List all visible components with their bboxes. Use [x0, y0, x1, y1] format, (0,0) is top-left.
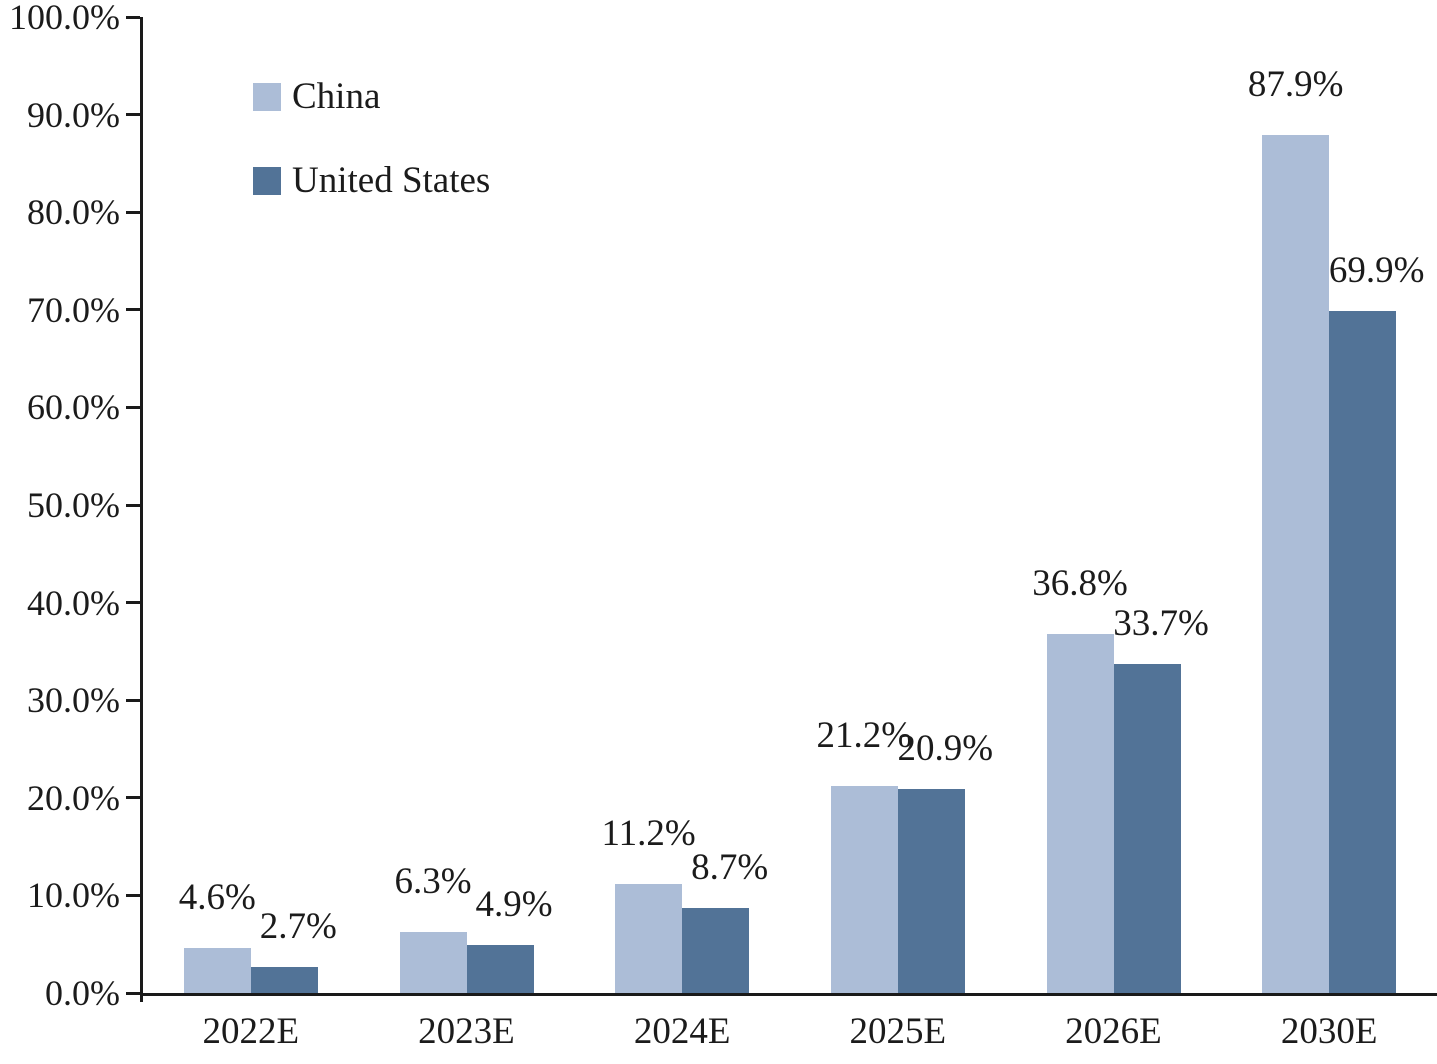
- y-tick-label: 40.0%: [27, 582, 120, 623]
- x-tick-label-2030e: 2030E: [1280, 1011, 1378, 1052]
- legend-label-china: China: [292, 76, 381, 117]
- axis-corner: [140, 993, 143, 1002]
- y-tick-label: 90.0%: [27, 94, 120, 135]
- legend-item-china: China: [253, 77, 490, 117]
- data-label-united-states-2025e: 20.9%: [897, 728, 994, 770]
- y-axis-tick-mark: [126, 503, 140, 507]
- data-label-united-states-2024e: 8.7%: [691, 847, 769, 889]
- y-tick-label: 30.0%: [27, 680, 120, 721]
- y-tick-label: 50.0%: [27, 485, 120, 525]
- data-label-united-states-2022e: 2.7%: [259, 905, 337, 947]
- y-axis-tick-mark: [126, 698, 140, 702]
- y-axis-tick-mark: [126, 15, 140, 19]
- data-label-united-states-2023e: 4.9%: [475, 884, 553, 926]
- x-tick-label-2025e: 2025E: [849, 1011, 947, 1052]
- bar-united-states-2024e: [682, 908, 750, 993]
- y-axis-tick-mark: [126, 210, 140, 214]
- y-tick-label: 60.0%: [27, 387, 120, 428]
- bar-united-states-2030e: [1329, 310, 1397, 993]
- data-label-united-states-2030e: 69.9%: [1328, 249, 1425, 291]
- data-label-china-2023e: 6.3%: [394, 860, 472, 902]
- bar-united-states-2022e: [250, 966, 318, 993]
- legend-swatch-united-states: [253, 167, 281, 195]
- data-label-china-2026e: 36.8%: [1032, 562, 1128, 604]
- data-label-china-2022e: 4.6%: [178, 877, 256, 919]
- x-tick-label-2022e: 2022E: [202, 1011, 300, 1052]
- y-axis-tick-mark: [126, 796, 140, 800]
- y-axis-tick-mark: [126, 308, 140, 312]
- x-tick-label-2024e: 2024E: [633, 1011, 731, 1052]
- bar-united-states-2025e: [897, 789, 965, 993]
- y-tick-label: 0.0%: [45, 973, 120, 1013]
- x-tick-label-2023e: 2023E: [418, 1011, 515, 1052]
- bar-united-states-2023e: [466, 945, 534, 993]
- bar-china-2030e: [1262, 135, 1330, 993]
- y-axis-tick-mark: [126, 991, 140, 995]
- legend-label-united-states: United States: [292, 160, 491, 201]
- y-axis-tick-mark: [126, 405, 140, 409]
- bar-china-2025e: [830, 786, 898, 993]
- legend-swatch-china: [253, 83, 281, 111]
- y-axis-tick-mark: [126, 893, 140, 897]
- legend: China United States: [253, 77, 490, 251]
- data-label-china-2024e: 11.2%: [601, 812, 696, 854]
- data-label-china-2030e: 87.9%: [1247, 64, 1344, 106]
- bar-china-2026e: [1046, 633, 1114, 993]
- y-tick-label: 80.0%: [27, 192, 120, 233]
- y-axis-tick-mark: [126, 113, 140, 117]
- bar-united-states-2026e: [1113, 664, 1181, 993]
- y-tick-label: 20.0%: [27, 777, 120, 818]
- bar-china-2023e: [399, 931, 467, 993]
- y-tick-label: 70.0%: [27, 289, 120, 330]
- x-tick-label-2026e: 2026E: [1065, 1011, 1162, 1052]
- y-axis-tick-mark: [126, 601, 140, 605]
- y-tick-label: 10.0%: [27, 875, 120, 916]
- bar-china-2024e: [615, 883, 683, 993]
- y-tick-label: 100.0%: [9, 0, 120, 37]
- data-label-united-states-2026e: 33.7%: [1113, 603, 1209, 645]
- legend-item-united-states: United States: [253, 161, 490, 201]
- data-label-china-2025e: 21.2%: [816, 715, 913, 757]
- bar-china-2022e: [183, 948, 251, 993]
- plot-area: [140, 17, 1437, 996]
